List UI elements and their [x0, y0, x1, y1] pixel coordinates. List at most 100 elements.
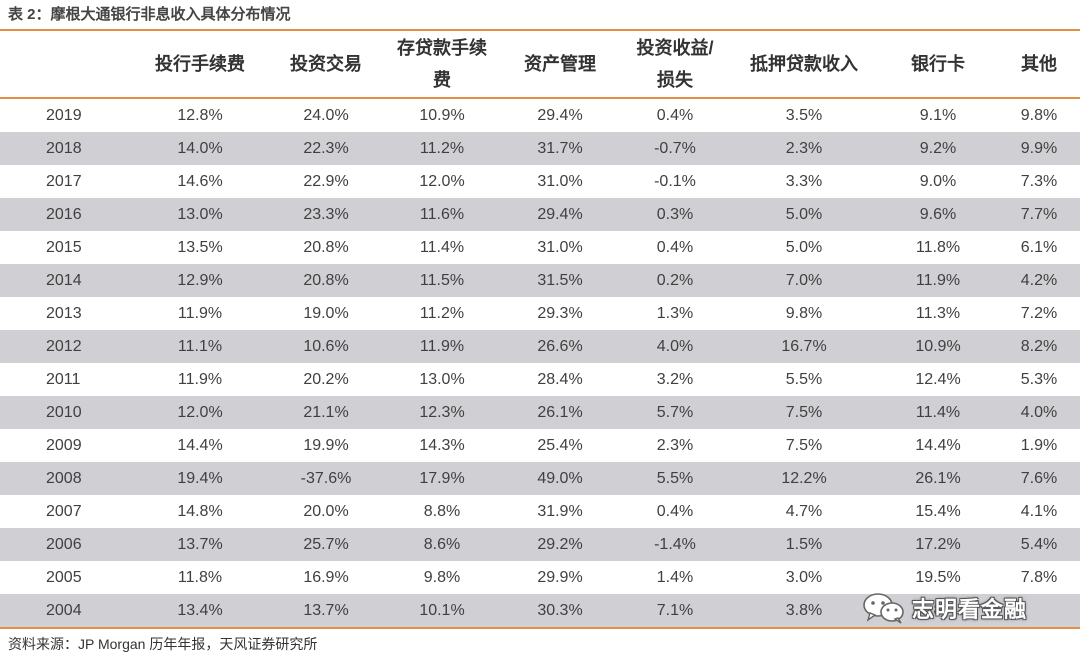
table-row: 2006 13.7% 25.7% 8.6% 29.2% -1.4% 1.5% 17.2% 5.4… — [0, 528, 1080, 561]
value-cell: 2.3% — [656, 436, 694, 454]
header-cell: 投资交易 — [290, 54, 362, 74]
value-cell: 12.8% — [177, 106, 223, 124]
bottom-rule — [0, 627, 1080, 629]
value-cell: 9.0% — [919, 172, 957, 190]
value-cell: 0.4% — [656, 502, 694, 520]
value-cell: 28.4% — [537, 370, 583, 388]
value-cell: 11.4% — [915, 403, 961, 421]
value-cell: 12.2% — [781, 469, 827, 487]
value-cell: 3.3% — [785, 172, 823, 190]
value-cell: 5.0% — [785, 238, 823, 256]
year-cell: 2019 — [46, 106, 82, 124]
value-cell: 9.6% — [919, 205, 957, 223]
wechat-icon — [863, 593, 904, 624]
value-cell: 7.8% — [1020, 568, 1058, 586]
table-row: 2005 11.8% 16.9% 9.8% 29.9% 1.4% 3.0% 19.5% 7.8% — [0, 561, 1080, 594]
header-cell: 存贷款手续费 — [397, 38, 487, 90]
header-cell: 其他 — [1021, 54, 1057, 74]
year-cell: 2017 — [46, 172, 82, 190]
source-note: 资料来源：JP Morgan 历年年报，天风证券研究所 — [8, 636, 318, 652]
value-cell: 0.4% — [656, 238, 694, 256]
table-row: 2012 11.1% 10.6% 11.9% 26.6% 4.0% 16.7% 10.9% 8.… — [0, 330, 1080, 363]
value-cell: 16.7% — [781, 337, 827, 355]
value-cell: 5.4% — [1020, 535, 1058, 553]
table-row: 2007 14.8% 20.0% 8.8% 31.9% 0.4% 4.7% 15.4% 4.1% — [0, 495, 1080, 528]
table-row: 2019 12.8% 24.0% 10.9% 29.4% 0.4% 3.5% 9.1% 9.8% — [0, 99, 1080, 132]
value-cell: 7.2% — [1020, 304, 1058, 322]
value-cell: 31.7% — [537, 139, 583, 157]
value-cell: 0.2% — [656, 271, 694, 289]
value-cell: 4.2% — [1020, 271, 1058, 289]
value-cell: 3.0% — [785, 568, 823, 586]
value-cell: -0.1% — [654, 172, 696, 190]
value-cell: 25.4% — [537, 436, 583, 454]
value-cell: 8.8% — [423, 502, 461, 520]
value-cell: 9.1% — [919, 106, 957, 124]
value-cell: 13.7% — [177, 535, 223, 553]
value-cell: 7.5% — [785, 403, 823, 421]
year-cell: 2014 — [46, 271, 82, 289]
value-cell: 30.3% — [537, 601, 583, 619]
year-cell: 2018 — [46, 139, 82, 157]
year-cell: 2009 — [46, 436, 82, 454]
value-cell: 31.0% — [537, 172, 583, 190]
value-cell: 21.1% — [303, 403, 349, 421]
value-cell: 5.0% — [785, 205, 823, 223]
value-cell: 14.4% — [915, 436, 961, 454]
value-cell: 19.4% — [177, 469, 223, 487]
value-cell: 13.0% — [419, 370, 465, 388]
year-cell: 2005 — [46, 568, 82, 586]
value-cell: 11.9% — [177, 370, 223, 388]
value-cell: 11.3% — [915, 304, 961, 322]
value-cell: 20.8% — [303, 271, 349, 289]
year-cell: 2007 — [46, 502, 82, 520]
value-cell: 12.0% — [419, 172, 465, 190]
value-cell: 10.6% — [303, 337, 349, 355]
value-cell: 9.2% — [919, 139, 957, 157]
value-cell: 12.3% — [419, 403, 465, 421]
header-rule — [0, 97, 1080, 99]
value-cell: 13.0% — [177, 205, 223, 223]
value-cell: 29.9% — [537, 568, 583, 586]
value-cell: 2.3% — [785, 139, 823, 157]
year-cell: 2006 — [46, 535, 82, 553]
value-cell: 23.3% — [303, 205, 349, 223]
value-cell: 6.1% — [1020, 238, 1058, 256]
header-cell: 抵押贷款收入 — [750, 54, 858, 74]
value-cell: 11.8% — [177, 568, 223, 586]
header-cell: 投行手续费 — [155, 54, 245, 74]
table-title: 表 2：摩根大通银行非息收入具体分布情况 — [8, 6, 291, 23]
value-cell: 10.9% — [915, 337, 961, 355]
value-cell: 25.7% — [303, 535, 349, 553]
table-body: 2019 12.8% 24.0% 10.9% 29.4% 0.4% 3.5% 9.1% 9.8%… — [0, 99, 1080, 627]
value-cell: 11.6% — [419, 205, 465, 223]
value-cell: 24.0% — [303, 106, 349, 124]
value-cell: 13.7% — [303, 601, 349, 619]
value-cell: -0.7% — [654, 139, 696, 157]
top-rule — [0, 29, 1080, 31]
value-cell: 4.0% — [656, 337, 694, 355]
year-cell: 2016 — [46, 205, 82, 223]
value-cell: 17.9% — [419, 469, 465, 487]
value-cell: 26.6% — [537, 337, 583, 355]
value-cell: 11.9% — [177, 304, 223, 322]
year-cell: 2013 — [46, 304, 82, 322]
value-cell: 11.9% — [915, 271, 961, 289]
value-cell: 16.9% — [303, 568, 349, 586]
year-cell: 2015 — [46, 238, 82, 256]
value-cell: 10.9% — [419, 106, 465, 124]
value-cell: 11.1% — [177, 337, 223, 355]
value-cell: 11.8% — [915, 238, 961, 256]
value-cell: 0.3% — [656, 205, 694, 223]
value-cell: 31.5% — [537, 271, 583, 289]
value-cell: 13.5% — [177, 238, 223, 256]
value-cell: 9.8% — [423, 568, 461, 586]
watermark-text: 志明看金融 — [912, 597, 1028, 622]
value-cell: 5.5% — [785, 370, 823, 388]
year-cell: 2012 — [46, 337, 82, 355]
value-cell: 4.7% — [785, 502, 823, 520]
value-cell: 5.3% — [1020, 370, 1058, 388]
value-cell: 7.0% — [785, 271, 823, 289]
value-cell: 11.2% — [419, 139, 465, 157]
table-row: 2008 19.4% -37.6% 17.9% 49.0% 5.5% 12.2% 26.1% 7… — [0, 462, 1080, 495]
